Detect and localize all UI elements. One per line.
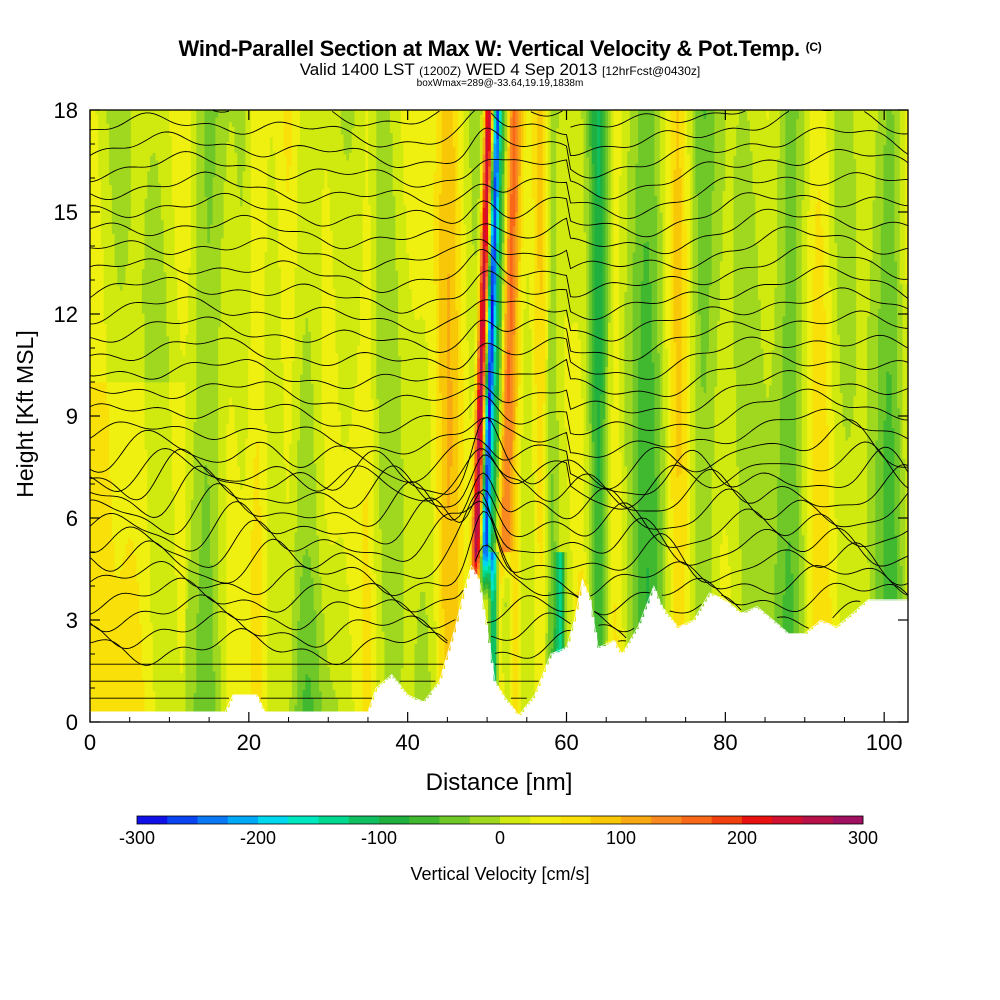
colorbar-swatch <box>500 816 531 824</box>
colorbar-swatch <box>621 816 652 824</box>
isentrope-contour <box>89 226 909 272</box>
colorbar-swatch <box>258 816 289 824</box>
axes: 0 20 40 60 80 100 0 3 6 9 12 15 18 Distance [nm] Heigh… <box>12 98 908 796</box>
colorbar-swatch <box>379 816 410 824</box>
x-tick-label: 100 <box>866 730 903 755</box>
colorbar-swatch <box>469 816 501 824</box>
isentrope-contour <box>89 491 909 586</box>
chart-subtitle: Valid 1400 LST (1200Z) WED 4 Sep 2013 [1… <box>299 60 701 79</box>
colorbar-swatch <box>651 816 682 824</box>
isentrope-contour <box>89 287 909 342</box>
colorbar-swatch <box>802 816 834 824</box>
chart-title: Wind-Parallel Section at Max W: Vertical… <box>178 36 822 61</box>
velocity-shading <box>90 110 909 715</box>
colorbar-tick-label: -300 <box>119 828 155 848</box>
colorbar-tick-label: 100 <box>606 828 636 848</box>
colorbar-swatch <box>772 816 803 824</box>
isentrope-contour <box>89 171 909 220</box>
colorbar-swatch <box>227 816 259 824</box>
isentrope-contour <box>89 472 909 535</box>
colorbar-swatch <box>288 816 319 824</box>
colorbar-swatch <box>318 816 350 824</box>
colorbar-swatch <box>197 816 229 824</box>
isentrope-contour <box>89 265 909 321</box>
isentrope-contour <box>212 110 746 128</box>
colorbar-swatch <box>137 816 168 824</box>
isentrope-contour <box>89 245 909 298</box>
x-tick-label: 0 <box>84 730 96 755</box>
x-tick-label: 80 <box>713 730 737 755</box>
colorbar-tick-label: -200 <box>240 828 276 848</box>
isentrope-contour <box>89 500 909 568</box>
colorbar-swatch <box>167 816 198 824</box>
colorbar-swatch <box>409 816 440 824</box>
copyright-mark: (C) <box>805 40 822 54</box>
colorbar-swatch <box>348 816 380 824</box>
x-tick-label: 40 <box>395 730 419 755</box>
isentrope-contour <box>89 544 909 616</box>
colorbar-tick-label: 0 <box>495 828 505 848</box>
isentrope-contour <box>89 594 861 633</box>
y-tick-label: 6 <box>66 506 78 531</box>
isentrope-contour <box>89 628 627 666</box>
colorbar-swatch <box>742 816 773 824</box>
isentrope-contour <box>89 310 909 362</box>
isentrope-contour <box>89 370 909 414</box>
x-tick-label: 60 <box>554 730 578 755</box>
isentrope-contour <box>89 334 909 380</box>
colorbar-swatch <box>530 816 561 824</box>
y-tick-label: 12 <box>54 302 78 327</box>
isentrope-contour <box>89 408 909 458</box>
colorbar-swatch <box>439 816 471 824</box>
colorbar-swatch <box>681 816 713 824</box>
colorbar-tick-label: 200 <box>727 828 757 848</box>
isentrope-contour <box>89 127 909 179</box>
isentrope-contour <box>89 208 909 255</box>
x-axis-label: Distance [nm] <box>426 769 573 796</box>
isentrope-contour <box>89 419 909 490</box>
colorbar-swatch <box>832 816 864 824</box>
colorbar-frame <box>136 815 864 825</box>
colorbar-swatch <box>560 816 592 824</box>
isentrope-contour <box>89 192 909 238</box>
colorbar-tick-label: 300 <box>848 828 878 848</box>
isentrope-contour <box>89 416 909 501</box>
colorbar-label: Vertical Velocity [cm/s] <box>410 864 589 884</box>
y-tick-label: 0 <box>66 710 78 735</box>
colorbar: -300 -200 -100 0 100 200 300 Vertical Velocity … <box>119 815 878 884</box>
isentrope-contour <box>89 510 909 597</box>
potential-temperature-contours <box>89 109 909 699</box>
y-tick-label: 9 <box>66 404 78 429</box>
x-tick-label: 20 <box>237 730 261 755</box>
colorbar-swatch <box>590 816 622 824</box>
isentrope-contour <box>89 352 909 398</box>
colorbar-tick-label: -100 <box>361 828 397 848</box>
isentrope-contour <box>89 149 909 200</box>
chart-box-info: boxWmax=289@-33.64,19.19,1838m <box>416 78 584 89</box>
isentrope-contour <box>89 489 909 552</box>
y-axis-label: Height [Kft MSL] <box>12 330 38 497</box>
colorbar-swatch <box>711 816 743 824</box>
y-tick-label: 15 <box>54 200 78 225</box>
isentrope-contour <box>89 388 909 436</box>
y-tick-label: 3 <box>66 608 78 633</box>
isentrope-contour <box>89 109 909 157</box>
terrain-outline <box>90 564 908 716</box>
y-tick-label: 18 <box>54 98 78 123</box>
isentrope-contour <box>89 441 909 510</box>
